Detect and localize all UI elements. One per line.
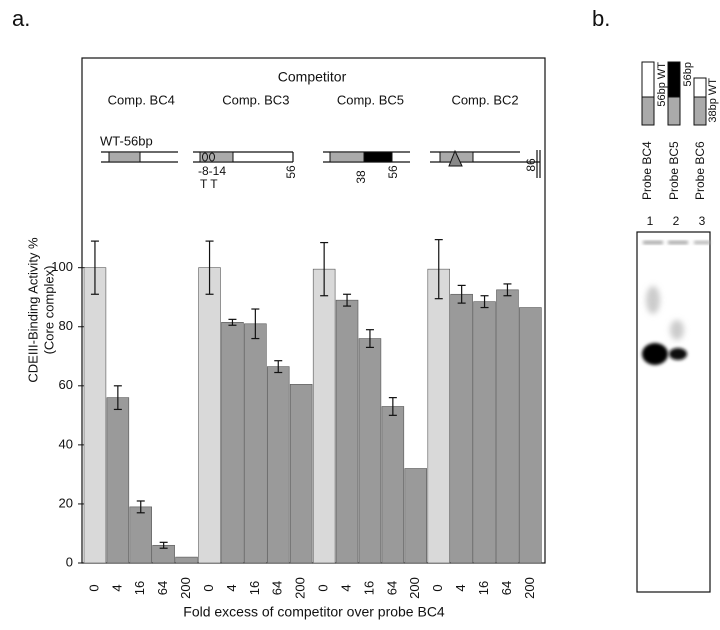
y-tick-label: 20 [59, 495, 73, 510]
bar [289, 384, 313, 564]
bar [221, 322, 244, 564]
panel-label: b. [592, 6, 610, 31]
group-label: Comp. BC4 [108, 92, 175, 107]
lane-number: 2 [673, 214, 680, 228]
bar [427, 268, 450, 564]
bar [106, 397, 130, 564]
x-tick-label: 0 [316, 584, 331, 591]
x-tick-label: 64 [270, 581, 285, 595]
x-tick-label: 64 [155, 581, 170, 595]
bar [404, 468, 427, 564]
y-tick-label: 80 [59, 318, 73, 333]
bar [198, 267, 221, 564]
x-tick-label: 16 [132, 581, 147, 595]
construct-label: 56bp WT [656, 62, 668, 107]
bar [266, 366, 290, 564]
y-label-line: CDEIII-Binding Activity % [25, 237, 40, 383]
y-tick-label: 100 [51, 259, 73, 274]
x-tick-label: 200 [178, 577, 193, 599]
x-tick-label: 200 [293, 577, 308, 599]
lane-number: 3 [699, 214, 706, 228]
bar [358, 338, 382, 564]
x-tick-label: 0 [201, 584, 216, 591]
construct-label: 56bp [682, 62, 694, 86]
x-tick-label: 0 [430, 584, 445, 591]
group-label: Comp. BC5 [337, 92, 404, 107]
chart-title: Competitor [278, 69, 347, 85]
bar [473, 301, 496, 564]
x-tick-label: 200 [407, 577, 422, 599]
y-tick-label: 40 [59, 436, 73, 451]
annotation: T T [200, 177, 218, 191]
group-label: Comp. BC3 [222, 92, 289, 107]
probe-label: Probe BC4 [640, 141, 654, 200]
bar [450, 293, 473, 564]
y-label-line: (Core complex) [41, 266, 56, 355]
bar [83, 267, 107, 564]
annotation: 38 [354, 170, 368, 184]
panel-label: a. [12, 6, 30, 31]
x-tick-label: 4 [338, 584, 353, 591]
bar [519, 307, 542, 564]
x-tick-label: 0 [86, 584, 101, 591]
annotation: -8-14 [198, 164, 226, 178]
annotation: 56 [386, 165, 400, 179]
bar [335, 299, 359, 564]
y-tick-label: 60 [59, 377, 73, 392]
bar [244, 323, 267, 564]
x-tick-label: 16 [476, 581, 491, 595]
construct-label: 38bp WT [707, 78, 719, 123]
schematics [101, 149, 541, 178]
group-label: Comp. BC2 [451, 92, 518, 107]
x-tick-label: 64 [499, 581, 514, 595]
x-axis-label: Fold excess of competitor over probe BC4 [183, 604, 445, 620]
x-tick-label: 4 [453, 584, 468, 591]
x-tick-label: 200 [522, 577, 537, 599]
probe-label: Probe BC6 [693, 141, 707, 200]
bar [312, 268, 336, 564]
bar [496, 289, 519, 564]
y-tick-label: 0 [66, 554, 73, 569]
x-tick-label: 16 [361, 581, 376, 595]
annotation: 56 [284, 165, 298, 179]
x-tick-label: 4 [109, 584, 124, 591]
annotation: WT-56bp [100, 133, 153, 148]
x-tick-label: 4 [224, 584, 239, 591]
construct-diagrams [641, 61, 707, 126]
bar [381, 406, 405, 564]
gel-image [636, 231, 711, 593]
annotation: 86 [524, 158, 538, 172]
y-axis-label: CDEIII-Binding Activity % (Core complex) [25, 237, 56, 383]
bar [129, 506, 153, 564]
probe-label: Probe BC5 [667, 141, 681, 200]
lane-number: 1 [647, 214, 654, 228]
bar [175, 556, 198, 564]
x-tick-label: 16 [247, 581, 262, 595]
x-tick-label: 64 [384, 581, 399, 595]
